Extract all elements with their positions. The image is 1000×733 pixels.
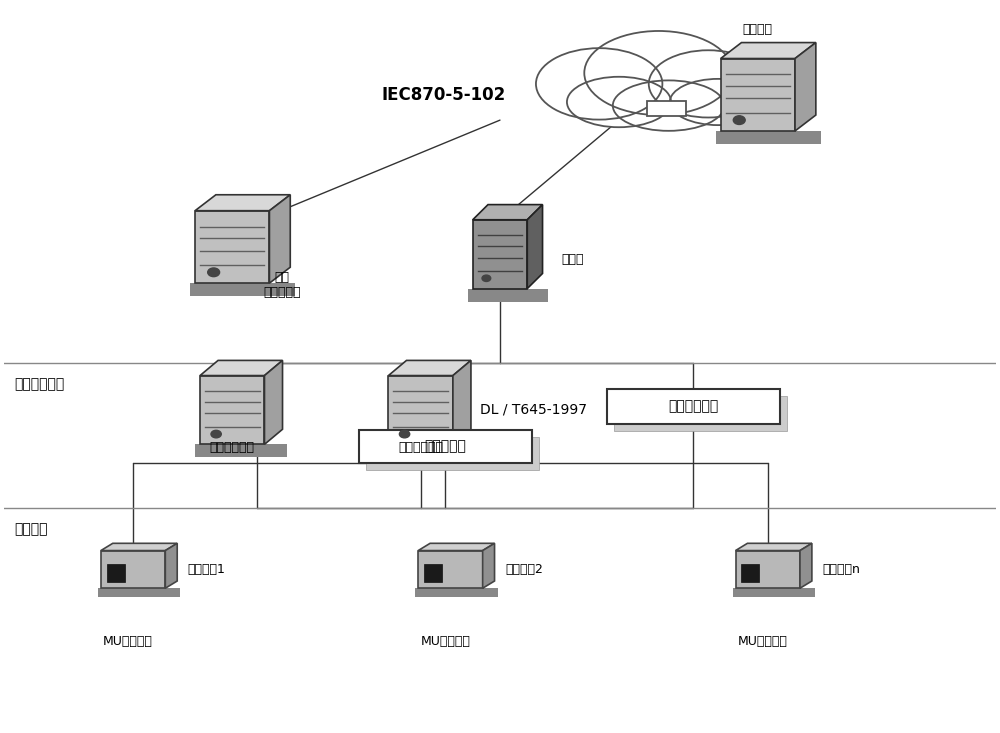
Polygon shape xyxy=(383,444,476,457)
Polygon shape xyxy=(736,543,812,550)
Polygon shape xyxy=(415,589,498,597)
Polygon shape xyxy=(716,131,821,144)
FancyBboxPatch shape xyxy=(359,430,532,463)
Polygon shape xyxy=(795,43,816,131)
Ellipse shape xyxy=(613,81,724,130)
Polygon shape xyxy=(418,543,495,550)
Text: 计量装置n: 计量装置n xyxy=(822,563,860,576)
Ellipse shape xyxy=(670,79,767,125)
FancyBboxPatch shape xyxy=(614,397,787,431)
FancyBboxPatch shape xyxy=(607,389,780,424)
Text: 计量装置2: 计量装置2 xyxy=(505,563,543,576)
Polygon shape xyxy=(190,283,295,296)
Polygon shape xyxy=(98,589,180,597)
Polygon shape xyxy=(388,375,453,444)
Circle shape xyxy=(211,430,221,438)
Text: 电能
转发工作站: 电能 转发工作站 xyxy=(263,271,301,299)
Polygon shape xyxy=(200,375,264,444)
Polygon shape xyxy=(483,543,495,589)
Ellipse shape xyxy=(567,77,671,128)
Ellipse shape xyxy=(584,31,733,115)
Polygon shape xyxy=(721,43,816,59)
Text: 监控主服务器: 监控主服务器 xyxy=(210,441,255,454)
FancyBboxPatch shape xyxy=(647,100,686,117)
Polygon shape xyxy=(195,210,269,283)
Circle shape xyxy=(208,268,220,276)
Polygon shape xyxy=(165,543,177,589)
Text: 计量装置1: 计量装置1 xyxy=(188,563,226,576)
Polygon shape xyxy=(453,361,471,444)
FancyBboxPatch shape xyxy=(424,564,442,583)
Ellipse shape xyxy=(649,51,768,117)
Text: DL / T645-1997: DL / T645-1997 xyxy=(480,403,587,417)
Polygon shape xyxy=(473,220,527,289)
Polygon shape xyxy=(269,195,290,283)
Circle shape xyxy=(733,116,745,125)
Polygon shape xyxy=(721,59,795,131)
Text: 外部转发网络: 外部转发网络 xyxy=(14,377,64,391)
FancyBboxPatch shape xyxy=(366,437,539,470)
Text: MU采样数据: MU采样数据 xyxy=(103,635,153,648)
Text: MU采样数据: MU采样数据 xyxy=(421,635,470,648)
Text: 监控备服务器: 监控备服务器 xyxy=(398,441,443,454)
Circle shape xyxy=(399,430,410,438)
Polygon shape xyxy=(800,543,812,589)
Text: 光电交换机: 光电交换机 xyxy=(425,439,466,453)
Polygon shape xyxy=(733,589,815,597)
Polygon shape xyxy=(200,361,283,375)
Text: 计量主站: 计量主站 xyxy=(743,23,773,36)
Text: 防火墙: 防火墙 xyxy=(561,253,584,266)
Text: 正向隔离装置: 正向隔离装置 xyxy=(668,399,718,413)
Text: MU采样数据: MU采样数据 xyxy=(738,635,788,648)
FancyBboxPatch shape xyxy=(107,564,125,583)
Polygon shape xyxy=(195,444,287,457)
FancyBboxPatch shape xyxy=(741,564,759,583)
Text: 监控网络: 监控网络 xyxy=(14,523,48,537)
Polygon shape xyxy=(736,550,800,589)
Polygon shape xyxy=(101,543,177,550)
Polygon shape xyxy=(473,205,543,220)
Circle shape xyxy=(482,275,491,281)
Polygon shape xyxy=(388,361,471,375)
Polygon shape xyxy=(195,195,290,210)
Ellipse shape xyxy=(536,48,662,119)
Polygon shape xyxy=(527,205,543,289)
Polygon shape xyxy=(418,550,483,589)
Polygon shape xyxy=(264,361,283,444)
Polygon shape xyxy=(468,289,548,302)
Polygon shape xyxy=(101,550,165,589)
Text: IEC870-5-102: IEC870-5-102 xyxy=(381,86,505,104)
